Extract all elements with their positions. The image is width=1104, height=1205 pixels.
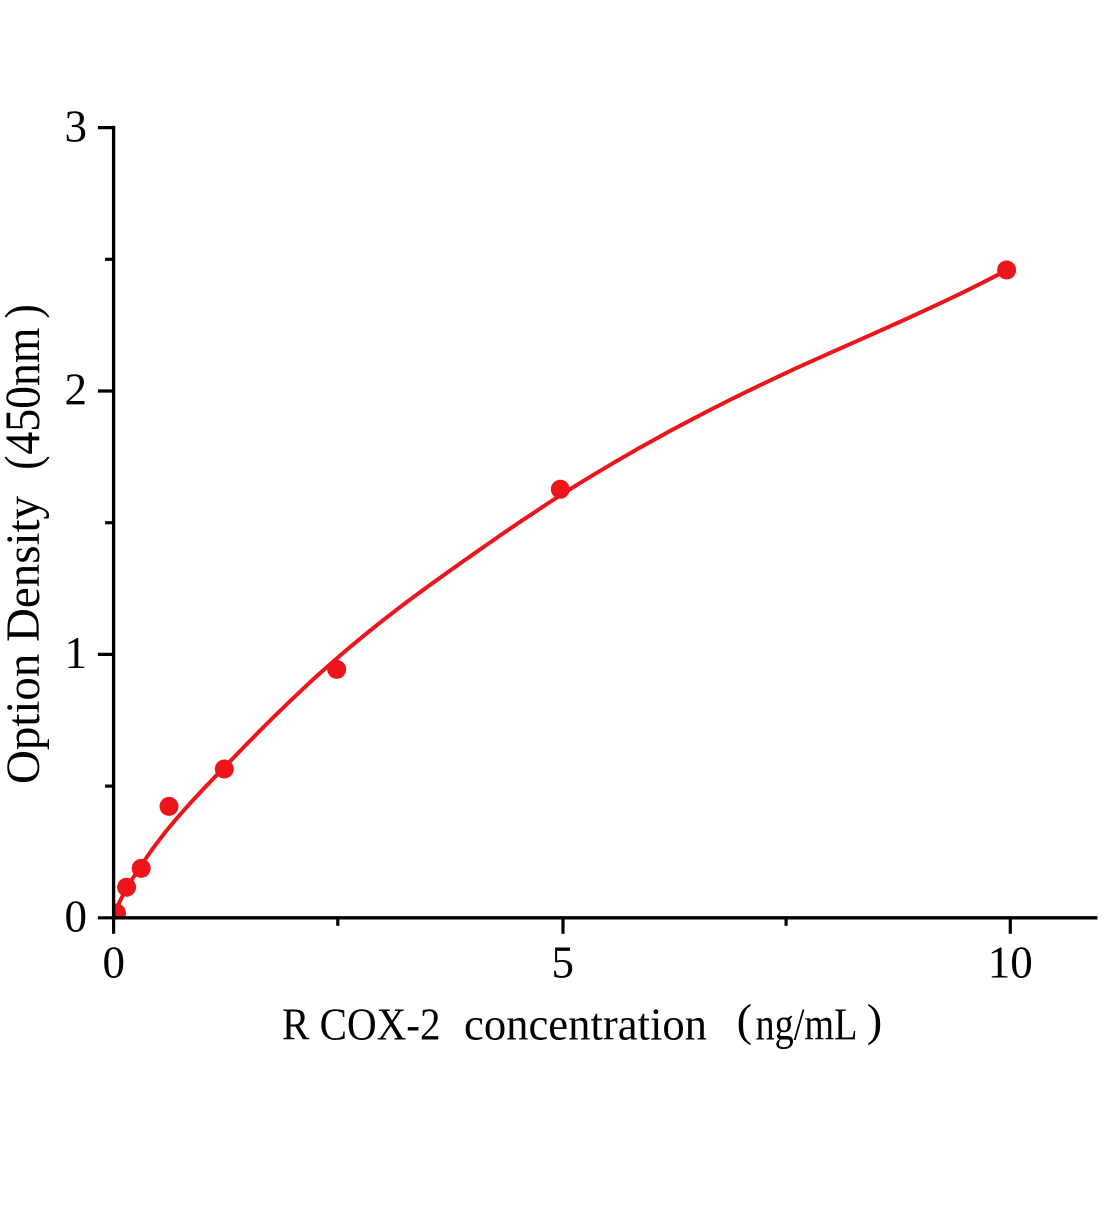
svg-text:450nm: 450nm (0, 328, 50, 455)
svg-text:(: ( (737, 995, 753, 1046)
svg-text:10: 10 (988, 937, 1033, 987)
svg-text:0: 0 (65, 892, 88, 942)
svg-text:0: 0 (103, 937, 126, 987)
svg-text:(: ( (0, 456, 50, 470)
svg-text:2: 2 (65, 365, 88, 415)
svg-text:5: 5 (552, 937, 575, 987)
svg-text:R COX-2: R COX-2 (282, 999, 441, 1050)
svg-text:3: 3 (65, 101, 88, 151)
svg-text:ng/mL: ng/mL (756, 999, 858, 1050)
svg-text:): ) (0, 304, 50, 318)
svg-text:Option Density: Option Density (0, 496, 50, 784)
svg-text:): ) (867, 995, 883, 1046)
svg-text:1: 1 (65, 628, 88, 678)
svg-text:concentration: concentration (464, 999, 707, 1050)
